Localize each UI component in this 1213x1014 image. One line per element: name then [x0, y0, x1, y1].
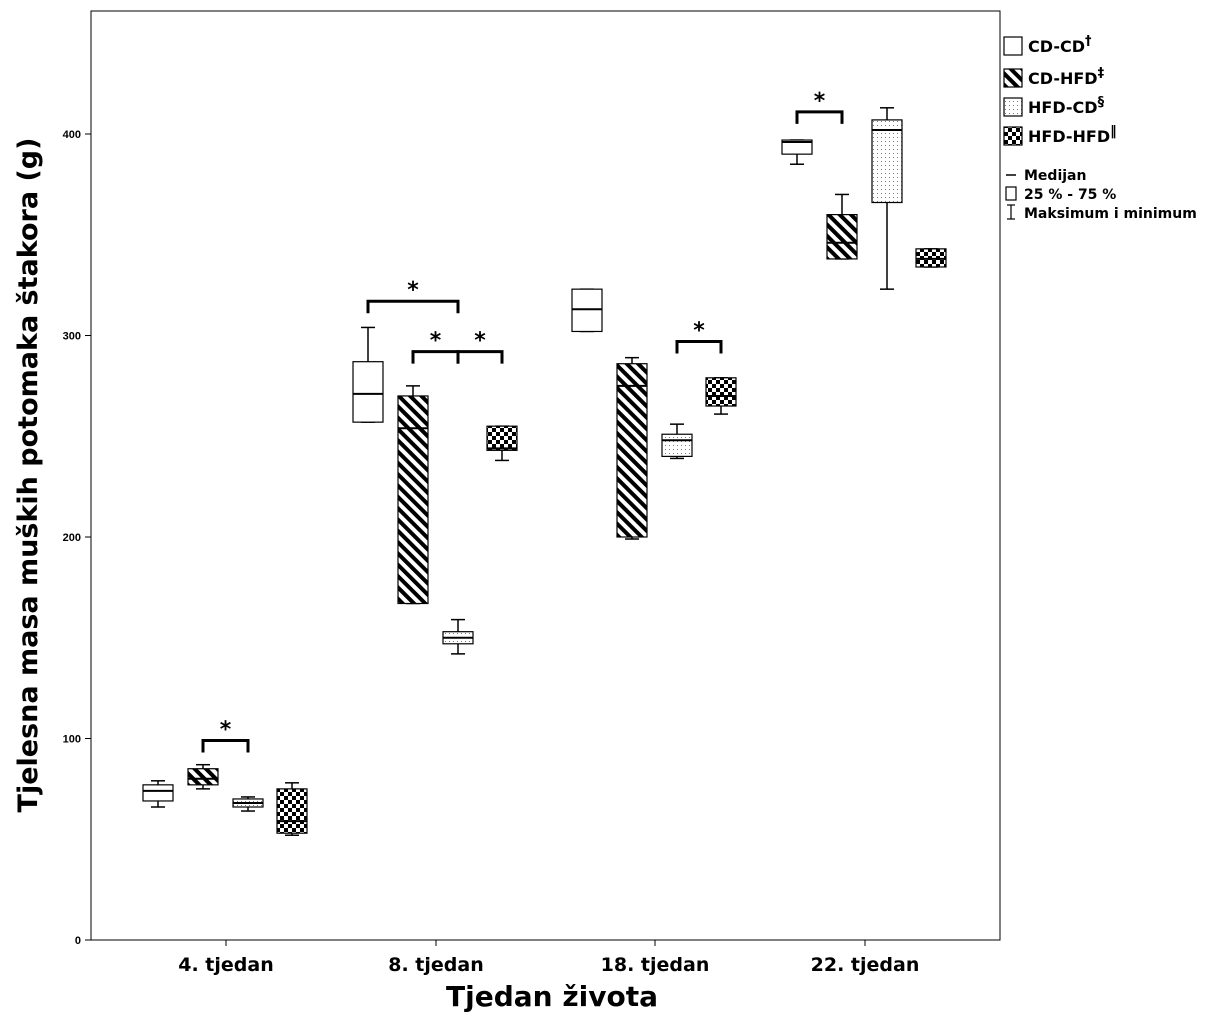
legend-whiskers: Maksimum i minimum — [1007, 204, 1197, 222]
significance-star: * — [693, 319, 705, 344]
iqr-box — [486, 425, 518, 451]
significance-brackets: * * * * * * — [201, 89, 844, 753]
iqr-box — [915, 248, 947, 268]
iqr-box — [661, 433, 693, 457]
plot-frame — [90, 10, 1001, 941]
legend-item-hfd-hfd: HFD-HFD‖ — [1003, 124, 1117, 146]
significance-star: * — [474, 329, 486, 354]
box-hfd-hfd — [486, 425, 518, 462]
iqr-box — [871, 119, 903, 204]
box-hfd-hfd — [915, 248, 947, 268]
bracket-line — [456, 350, 504, 364]
box-cd-cd — [781, 139, 813, 165]
y-tick-label: 100 — [63, 734, 81, 746]
iqr-box — [826, 214, 858, 260]
x-tick-label: 18. tjedan — [601, 954, 710, 976]
box-hfd-cd — [442, 618, 474, 655]
legend-iqr-symbol — [1005, 186, 1017, 201]
x-tick-label: 22. tjedan — [811, 954, 920, 976]
significance-star: * — [430, 329, 442, 354]
y-tick-label: 400 — [63, 129, 81, 141]
legend-swatch — [1003, 36, 1023, 56]
box-cd-hfd — [187, 763, 219, 790]
legend-iqr-label: 25 % - 75 % — [1024, 187, 1116, 203]
significance-star: * — [220, 718, 232, 743]
legend-item-cd-cd: CD-CD† — [1003, 34, 1092, 56]
iqr-box — [352, 361, 384, 423]
box-hfd-cd — [232, 796, 264, 812]
legend-median: Medijan — [1006, 168, 1086, 184]
y-tick-label: 300 — [63, 331, 81, 343]
iqr-box — [187, 768, 219, 786]
significance-bracket: * — [456, 329, 504, 364]
legend-swatch — [1003, 126, 1023, 146]
significance-bracket: * — [366, 278, 460, 314]
legend-label: CD-HFD‡ — [1028, 66, 1105, 88]
legend: CD-CD† CD-HFD‡ HFD-CD§ HFD-HFD‖ Medijan 25 % … — [1003, 34, 1197, 222]
box-hfd-hfd — [276, 782, 308, 836]
significance-bracket: * — [675, 319, 723, 354]
legend-median-label: Medijan — [1024, 168, 1086, 184]
box-hfd-hfd — [705, 377, 737, 415]
iqr-box — [142, 784, 174, 802]
box-cd-hfd — [826, 193, 858, 260]
iqr-box — [276, 788, 308, 834]
x-tick-label: 4. tjedan — [178, 954, 273, 976]
iqr-box — [397, 395, 429, 605]
legend-iqr: 25 % - 75 % — [1005, 186, 1116, 203]
iqr-box — [616, 363, 648, 538]
significance-bracket: * — [201, 718, 250, 753]
x-axis-title: Tjedan života — [446, 980, 658, 1013]
bracket-line — [795, 110, 844, 124]
box-cd-hfd — [616, 356, 648, 540]
y-tick-label: 0 — [75, 935, 81, 947]
x-tick-label: 8. tjedan — [388, 954, 483, 976]
box-cd-cd — [142, 780, 174, 808]
box-hfd-cd — [661, 423, 693, 460]
y-tick-label: 200 — [63, 532, 81, 544]
box-cd-cd — [571, 288, 603, 333]
significance-bracket: * — [795, 89, 844, 124]
legend-label: CD-CD† — [1028, 34, 1092, 56]
bracket-line — [675, 340, 723, 354]
legend-swatch — [1003, 68, 1023, 88]
legend-whiskers-label: Maksimum i minimum — [1024, 206, 1197, 222]
y-axis: 0 100 200 300 400 — [63, 129, 91, 947]
box-cd-hfd — [397, 385, 429, 605]
legend-label: HFD-CD§ — [1028, 95, 1105, 117]
iqr-box — [571, 288, 603, 333]
legend-swatch — [1003, 97, 1023, 117]
box-series — [142, 107, 947, 836]
legend-item-hfd-cd: HFD-CD§ — [1003, 95, 1105, 117]
legend-item-cd-hfd: CD-HFD‡ — [1003, 66, 1105, 88]
significance-star: * — [814, 89, 826, 114]
bracket-line — [366, 299, 460, 314]
box-cd-cd — [352, 326, 384, 423]
significance-bracket: * — [411, 329, 460, 364]
box-hfd-cd — [871, 107, 903, 290]
bracket-line — [201, 739, 250, 753]
iqr-box — [781, 139, 813, 155]
y-axis-title: Tjelesna masa muških potomaka štakora (g… — [13, 138, 44, 813]
iqr-box — [705, 377, 737, 407]
legend-label: HFD-HFD‖ — [1028, 124, 1117, 146]
significance-star: * — [407, 278, 419, 303]
x-axis: 4. tjedan 8. tjedan 18. tjedan 22. tjedan — [178, 940, 919, 976]
